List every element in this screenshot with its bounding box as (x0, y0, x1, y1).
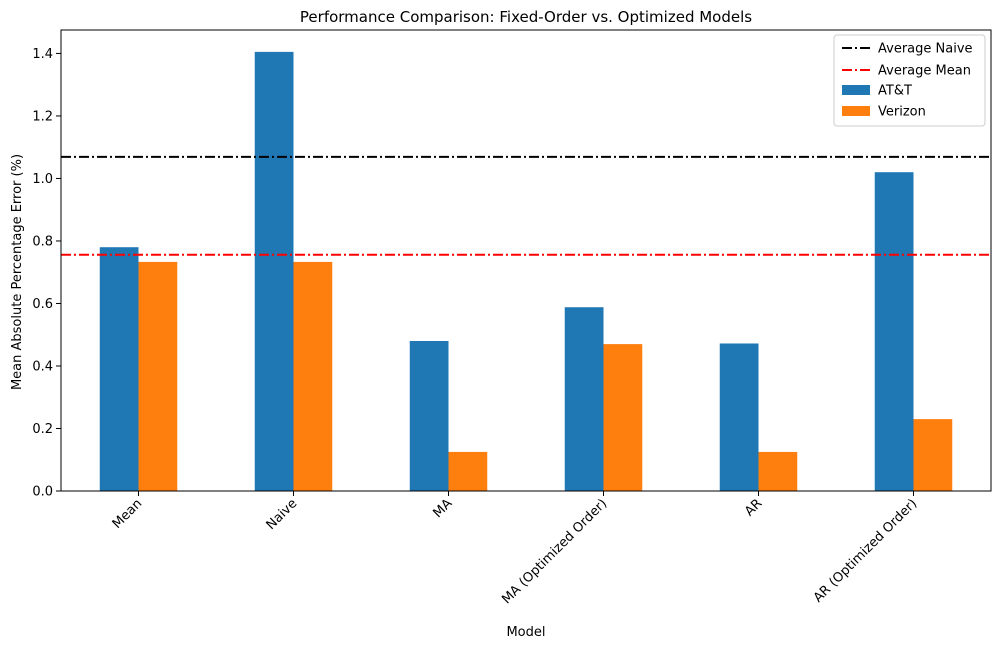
y-axis: 0.0 0.2 0.4 0.6 0.8 1.0 1.2 1.4 (32, 47, 61, 500)
bar-verizon-4 (758, 451, 798, 491)
legend-label: Average Naive (878, 42, 973, 57)
y-tick-label: 0.2 (32, 422, 53, 437)
chart-title: Performance Comparison: Fixed-Order vs. … (300, 8, 752, 26)
bar-verizon-0 (138, 261, 178, 491)
y-tick-label: 0.4 (32, 359, 53, 374)
x-tick-label: MA (431, 496, 456, 521)
legend-patch-swatch (842, 106, 870, 116)
bar-att-2 (409, 340, 449, 491)
y-tick-label: 0.6 (32, 297, 53, 312)
y-axis-title: Mean Absolute Percentage Error (%) (10, 154, 25, 390)
bar-verizon-2 (448, 451, 488, 491)
bar-att-3 (564, 307, 604, 491)
x-tick-label: Mean (110, 496, 146, 532)
bar-att-5 (874, 172, 914, 491)
legend-label: Verizon (878, 105, 926, 120)
x-tick-label: MA (Optimized Order) (499, 496, 610, 607)
x-tick-label: AR (Optimized Order) (811, 496, 920, 605)
bar-verizon-5 (913, 419, 953, 491)
y-tick-label: 1.2 (32, 109, 53, 124)
y-tick-label: 0.0 (32, 485, 53, 500)
legend-label: Average Mean (878, 64, 971, 79)
legend-patch-swatch (842, 85, 870, 95)
bar-verizon-1 (293, 261, 333, 491)
x-tick-label: Naive (264, 496, 301, 533)
x-tick-label: AR (742, 496, 765, 519)
legend-box (833, 34, 986, 127)
reference-lines (61, 155, 991, 256)
bar-att-0 (99, 247, 139, 491)
legend: Average Naive Average Mean AT&T Verizon (833, 34, 986, 127)
x-axis: Mean Naive MA MA (Optimized Order) AR AR (Opt… (110, 491, 920, 607)
bar-att-4 (719, 343, 759, 491)
bar-verizon-3 (603, 344, 643, 491)
y-tick-label: 1.0 (32, 172, 53, 187)
legend-label: AT&T (878, 84, 912, 99)
plot-frame (60, 29, 992, 492)
y-tick-label: 1.4 (32, 47, 53, 62)
y-tick-label: 0.8 (32, 234, 53, 249)
bar-att-1 (254, 51, 294, 492)
x-axis-title: Model (506, 625, 545, 640)
plot-area (99, 51, 953, 492)
